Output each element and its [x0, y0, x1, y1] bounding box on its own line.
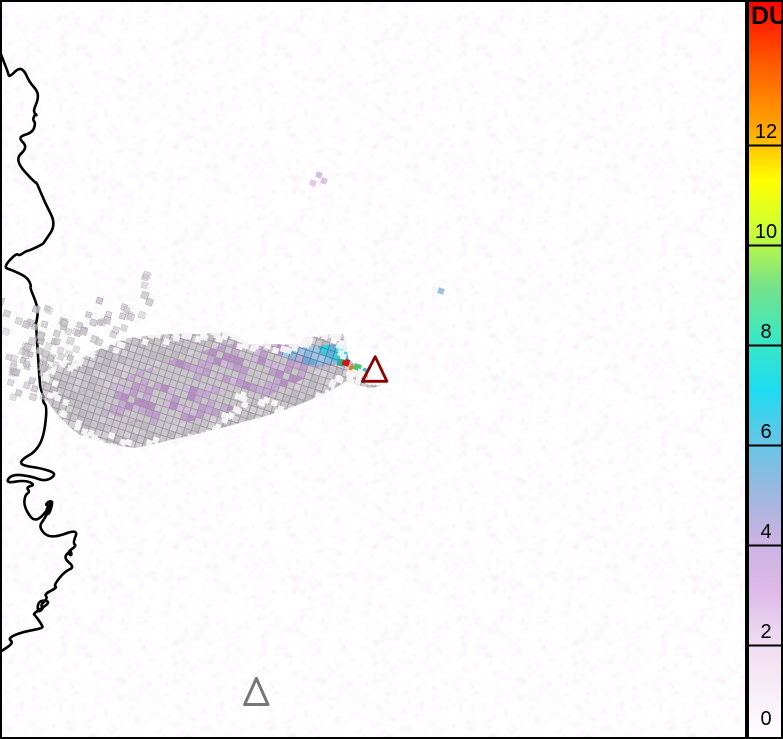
svg-text:2: 2 — [760, 621, 771, 643]
svg-text:DU: DU — [751, 2, 783, 30]
svg-text:10: 10 — [755, 221, 777, 243]
svg-text:8: 8 — [760, 321, 771, 343]
svg-text:0: 0 — [760, 708, 771, 730]
svg-text:4: 4 — [760, 521, 771, 543]
svg-text:12: 12 — [755, 121, 777, 143]
svg-text:6: 6 — [760, 421, 771, 443]
